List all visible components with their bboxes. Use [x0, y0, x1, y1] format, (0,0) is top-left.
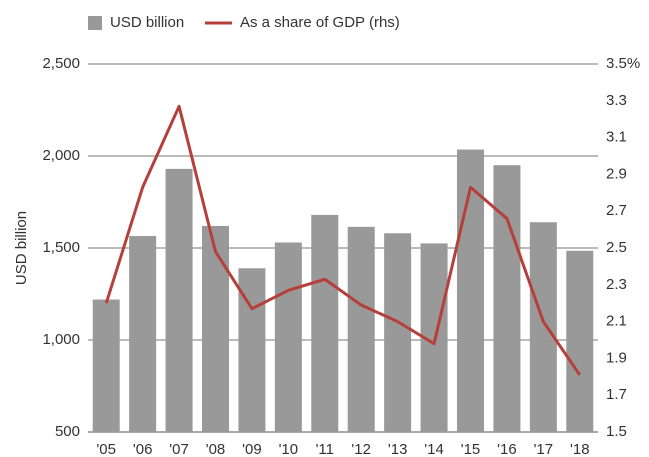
- legend-label: As a share of GDP (rhs): [240, 14, 400, 31]
- legend-label: USD billion: [110, 14, 184, 31]
- bar: [347, 226, 375, 432]
- y2-tick-label: 2.7: [606, 202, 627, 219]
- y2-tick-label: 2.1: [606, 313, 627, 330]
- y2-tick-label: 1.7: [606, 386, 627, 403]
- y2-tick-label: 2.3: [606, 276, 627, 293]
- legend-swatch: [88, 16, 102, 30]
- line: [104, 104, 582, 376]
- x-tick-label: '07: [169, 441, 189, 457]
- bar: [529, 222, 557, 432]
- y-tick-label: 1,000: [42, 331, 80, 348]
- y-tick-label: 1,500: [42, 239, 80, 256]
- x-tick-label: '15: [461, 441, 481, 457]
- x-tick-label: '17: [534, 441, 554, 457]
- y2-tick-label: 1.5: [606, 423, 627, 440]
- x-tick-label: '09: [242, 441, 262, 457]
- bar: [311, 214, 339, 432]
- y2-tick-label: 2.9: [606, 165, 627, 182]
- x-tick-label: '13: [388, 441, 408, 457]
- y2-tick-label: 3.3: [606, 92, 627, 109]
- y-axis-label: USD billion: [13, 211, 30, 285]
- x-tick-label: '18: [570, 441, 590, 457]
- y2-tick-label: 3.5%: [606, 55, 640, 72]
- y-tick-label: 2,500: [42, 55, 80, 72]
- y-tick-label: 2,000: [42, 147, 80, 164]
- bar: [165, 168, 193, 432]
- bar: [274, 242, 302, 432]
- x-tick-label: '14: [424, 441, 444, 457]
- bar: [202, 225, 229, 432]
- x-tick-label: '11: [316, 441, 334, 457]
- x-tick-label: '06: [133, 441, 153, 457]
- y2-tick-label: 3.1: [606, 129, 627, 146]
- bar: [129, 236, 157, 432]
- bar: [493, 165, 521, 432]
- bar: [566, 250, 594, 432]
- x-tick-label: '10: [279, 441, 299, 457]
- y2-tick-label: 2.5: [606, 239, 627, 256]
- x-tick-label: '08: [206, 441, 226, 457]
- bar: [384, 233, 412, 432]
- y-tick-label: 500: [55, 423, 80, 440]
- x-tick-label: '05: [96, 441, 116, 457]
- x-tick-label: '16: [497, 441, 517, 457]
- y2-tick-label: 1.9: [606, 349, 627, 366]
- bar: [92, 299, 120, 432]
- x-tick-label: '12: [351, 441, 371, 457]
